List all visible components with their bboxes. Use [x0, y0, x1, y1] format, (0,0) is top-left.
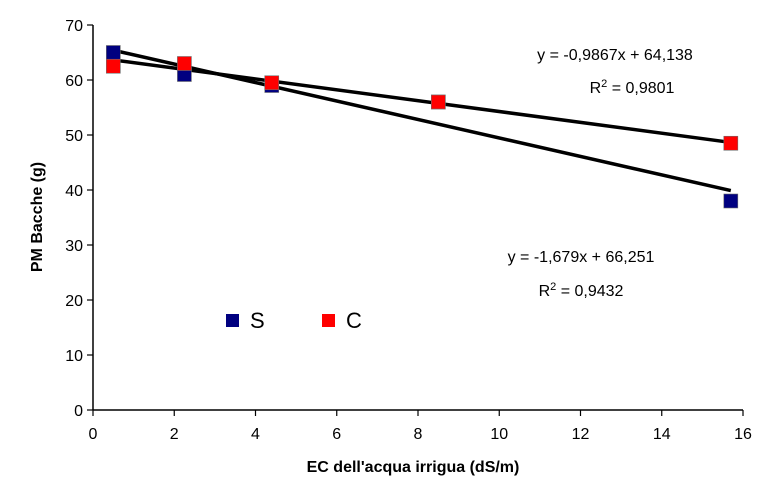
x-tick-label: 4 — [251, 426, 260, 443]
data-points — [106, 45, 739, 209]
y-tick-label: 30 — [65, 238, 83, 255]
legend: S C — [226, 308, 362, 333]
x-axis-title: EC dell'acqua irrigua (dS/m) — [307, 459, 520, 476]
y-tick-label: 70 — [65, 18, 83, 35]
r2-symbol-c: R — [590, 80, 602, 97]
x-tick-label: 10 — [490, 426, 508, 443]
y-tick-label: 20 — [65, 293, 83, 310]
x-tick-label: 12 — [572, 426, 590, 443]
data-point-s — [723, 193, 739, 209]
data-point-s — [106, 45, 121, 60]
trendline-equation-s: y = -1,679x + 66,251 — [508, 249, 655, 266]
legend-label-c: C — [346, 308, 362, 333]
tick-labels: 0 10 20 30 40 50 60 70 0 2 4 6 8 10 12 14 16 — [65, 18, 752, 443]
y-tick-label: 40 — [65, 183, 83, 200]
r2-superscript-s: 2 — [550, 281, 556, 293]
x-tick-label: 8 — [414, 426, 423, 443]
x-tick-label: 0 — [89, 426, 98, 443]
x-tick-label: 6 — [332, 426, 341, 443]
y-tick-label: 10 — [65, 348, 83, 365]
legend-swatch-s — [226, 314, 239, 327]
r2-value-c: = 0,9801 — [607, 80, 674, 97]
x-tick-label: 2 — [170, 426, 179, 443]
y-tick-label: 50 — [65, 128, 83, 145]
r2-superscript-c: 2 — [601, 78, 607, 90]
trendlines — [112, 48, 732, 193]
data-point-c — [264, 75, 280, 91]
data-point-c — [177, 56, 192, 71]
data-point-c — [431, 94, 446, 110]
y-tick-label: 0 — [74, 403, 83, 420]
r2-symbol-s: R — [539, 283, 551, 300]
trendline-equation-c: y = -0,9867x + 64,138 — [537, 47, 693, 64]
x-tick-label: 14 — [653, 426, 671, 443]
trendline-r2-s: R2 = 0,9432 — [539, 281, 624, 300]
x-tick-label: 16 — [734, 426, 752, 443]
data-point-c — [723, 135, 739, 151]
legend-swatch-c — [322, 314, 335, 327]
trendline-c — [113, 58, 732, 145]
legend-label-s: S — [250, 308, 265, 333]
y-axis-title: PM Bacche (g) — [29, 162, 46, 272]
axes — [87, 24, 744, 416]
data-point-c — [106, 58, 121, 74]
y-tick-label: 60 — [65, 73, 83, 90]
trendline-r2-c: R2 = 0,9801 — [590, 78, 675, 97]
r2-value-s: = 0,9432 — [556, 283, 623, 300]
